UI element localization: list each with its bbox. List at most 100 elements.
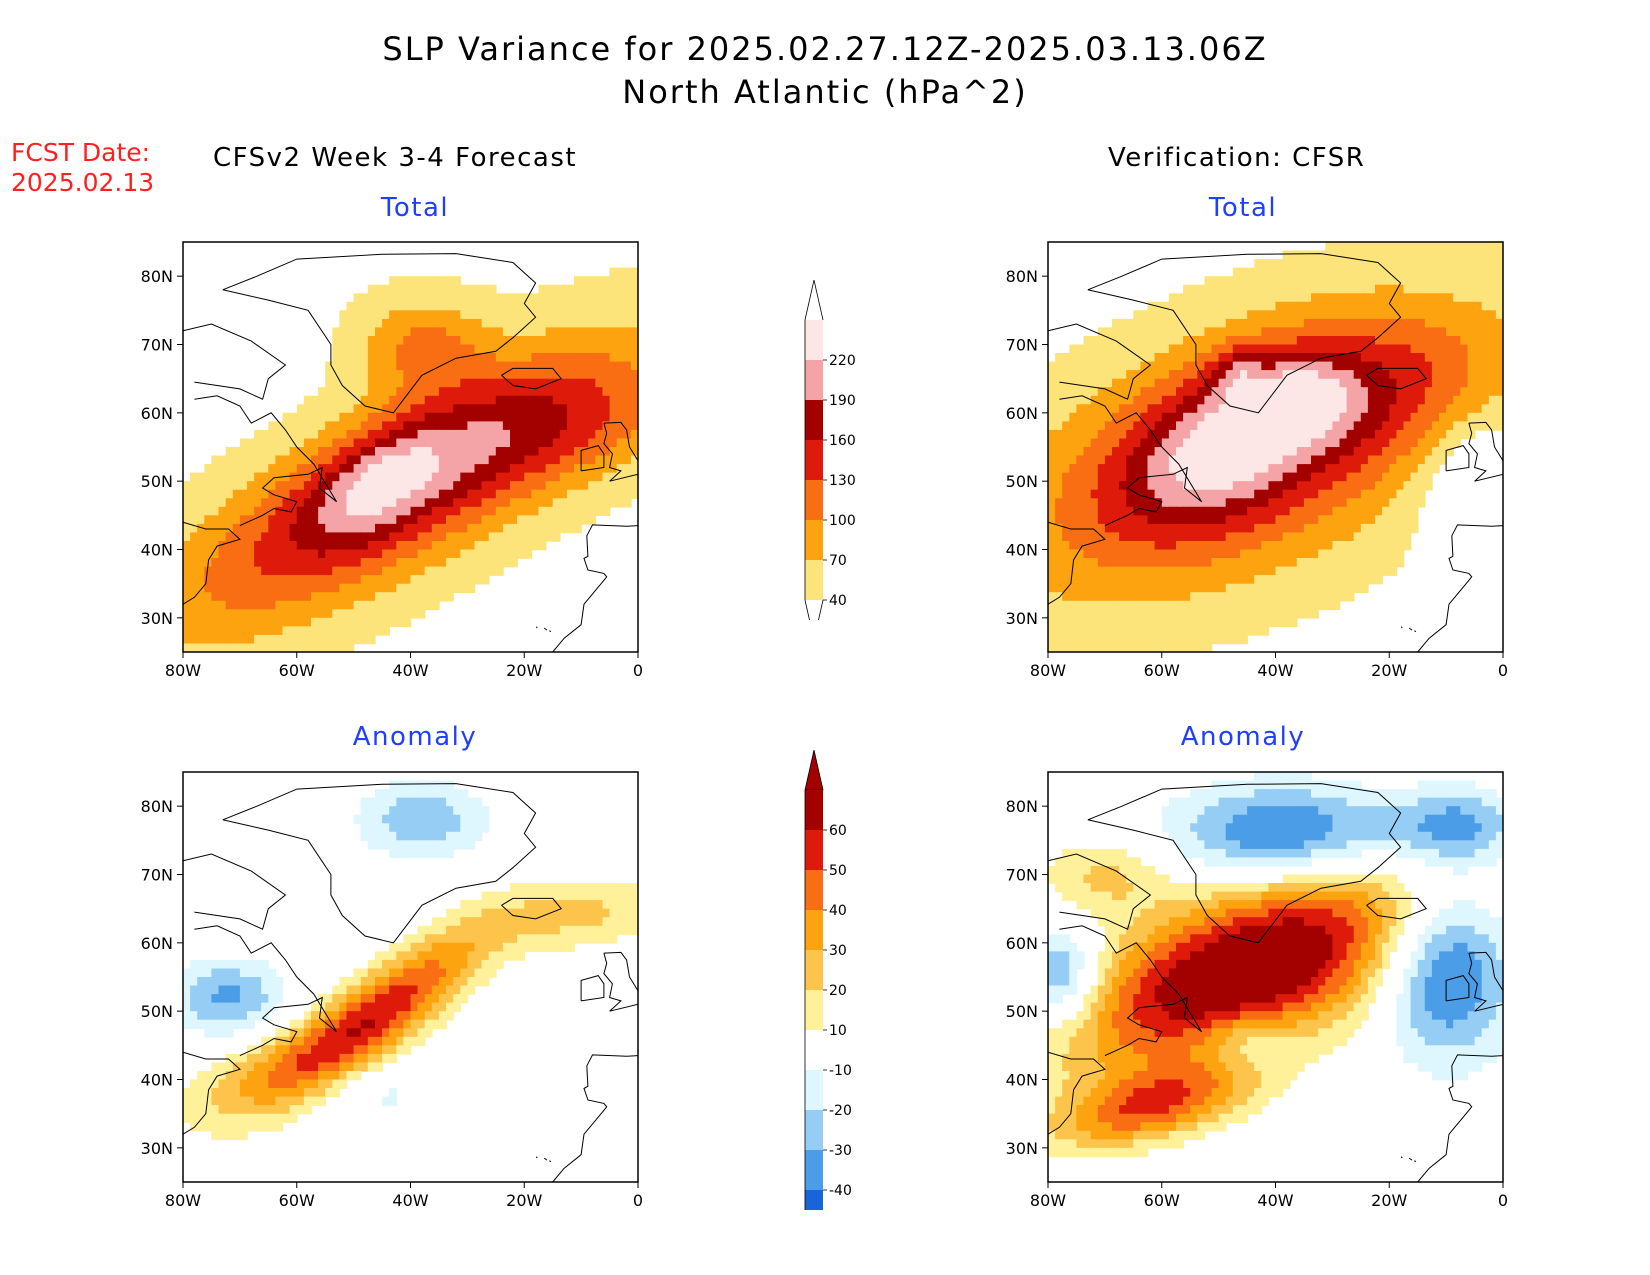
lat-tick-label: 70N [141, 336, 173, 355]
lat-tick-label: 80N [141, 267, 173, 286]
colorbar-swatch [805, 480, 823, 520]
colorbar-label: -30 [829, 1143, 852, 1159]
forecast-anomaly-shading [183, 780, 638, 1141]
colorbar-label: 70 [829, 553, 847, 569]
lon-tick-label: 60W [1144, 661, 1180, 680]
lon-tick-label: 20W [1371, 1191, 1407, 1210]
lat-tick-label: 40N [1006, 1071, 1038, 1090]
colorbar-label: 40 [829, 593, 847, 609]
lon-tick-label: 0 [1498, 1191, 1508, 1210]
lon-tick-label: 40W [1257, 1191, 1293, 1210]
lon-tick-label: 80W [165, 661, 201, 680]
colorbar-label: 30 [829, 943, 847, 959]
verification-anomaly-map: 80N 70N 60N 50N 40N 30N 80W 60W 40W 20W 0 [1006, 771, 1508, 1210]
lat-tick-label: 30N [1006, 609, 1038, 628]
lat-tick-label: 50N [1006, 472, 1038, 491]
colorbar-label: 60 [829, 823, 847, 839]
lat-tick-label: 40N [1006, 541, 1038, 560]
lon-tick-label: 40W [392, 1191, 428, 1210]
verification-total-shading [1048, 242, 1503, 652]
lat-tick-label: 40N [141, 541, 173, 560]
forecast-total-map: 80N 70N 60N 50N 40N 30N 80W 60W 40W 20W 0 [141, 241, 643, 680]
colorbar-label: -20 [829, 1103, 852, 1119]
lon-tick-label: 20W [506, 1191, 542, 1210]
lon-tick-label: 20W [1371, 661, 1407, 680]
forecast-anomaly-map: 80N 70N 60N 50N 40N 30N 80W 60W 40W 20W 0 [141, 771, 643, 1210]
lon-tick-label: 40W [392, 661, 428, 680]
lon-tick-label: 80W [1030, 1191, 1066, 1210]
panel-title-verification-total: Total [1208, 193, 1278, 223]
lat-tick-label: 60N [141, 404, 173, 423]
colorbar-swatch [805, 1110, 823, 1150]
colorbar-swatch [805, 440, 823, 480]
lon-tick-label: 80W [165, 1191, 201, 1210]
lat-tick-label: 50N [141, 472, 173, 491]
colorbar-swatch [805, 560, 823, 600]
forecast-date-value: 2025.02.13 [11, 168, 155, 197]
verification-anomaly-shading [1048, 772, 1503, 1158]
lon-tick-label: 40W [1257, 661, 1293, 680]
anomaly-colorbar: 60 50 40 30 20 10 -10 -20 -30 -40 [804, 750, 852, 1210]
lon-tick-label: 80W [1030, 661, 1066, 680]
lat-tick-label: 70N [1006, 866, 1038, 885]
lat-tick-label: 30N [141, 1139, 173, 1158]
verification-total-coastlines [1048, 253, 1503, 652]
left-column-header: CFSv2 Week 3-4 Forecast [213, 143, 578, 173]
colorbar-label: -40 [829, 1183, 852, 1199]
colorbar-swatch [805, 520, 823, 560]
lon-tick-label: 60W [1144, 1191, 1180, 1210]
lon-tick-label: 0 [633, 1191, 643, 1210]
colorbar-swatch [805, 790, 823, 830]
lat-tick-label: 30N [1006, 1139, 1038, 1158]
lat-tick-label: 60N [141, 934, 173, 953]
panel-title-forecast-anomaly: Anomaly [352, 722, 478, 752]
colorbar-label: 220 [829, 353, 856, 369]
lat-tick-label: 30N [141, 609, 173, 628]
colorbar-label: 50 [829, 863, 847, 879]
colorbar-label: 190 [829, 393, 856, 409]
lat-tick-label: 60N [1006, 404, 1038, 423]
lon-tick-label: 60W [279, 1191, 315, 1210]
panel-title-verification-anomaly: Anomaly [1180, 722, 1306, 752]
colorbar-label: 10 [829, 1023, 847, 1039]
colorbar-swatch [805, 360, 823, 400]
panel-title-forecast-total: Total [380, 193, 450, 223]
lon-tick-label: 0 [1498, 661, 1508, 680]
colorbar-label: 40 [829, 903, 847, 919]
colorbar-top-arrow [804, 750, 824, 791]
lat-tick-label: 70N [1006, 336, 1038, 355]
colorbar-swatch [805, 1070, 823, 1110]
colorbar-swatch [805, 830, 823, 870]
main-subtitle: North Atlantic (hPa^2) [622, 73, 1028, 111]
verification-anomaly-coastlines [1048, 783, 1503, 1182]
colorbar-label: -10 [829, 1063, 852, 1079]
verification-total-map: 80N 70N 60N 50N 40N 30N 80W 60W 40W 20W 0 [1006, 241, 1508, 680]
forecast-total-shading [183, 267, 638, 652]
lat-tick-label: 80N [141, 797, 173, 816]
lon-tick-label: 0 [633, 661, 643, 680]
colorbar-label: 160 [829, 433, 856, 449]
lat-tick-label: 50N [141, 1002, 173, 1021]
colorbar-swatch [805, 1030, 823, 1070]
main-title: SLP Variance for 2025.02.27.12Z-2025.03.… [382, 30, 1268, 68]
lat-tick-label: 50N [1006, 1002, 1038, 1021]
lon-tick-label: 20W [506, 661, 542, 680]
lat-tick-label: 40N [141, 1071, 173, 1090]
colorbar-swatch [805, 950, 823, 990]
colorbar-swatch [805, 400, 823, 440]
lat-tick-label: 60N [1006, 934, 1038, 953]
lon-tick-label: 60W [279, 661, 315, 680]
colorbar-swatch [805, 910, 823, 950]
forecast-date-label: FCST Date: [11, 138, 151, 167]
lat-tick-label: 80N [1006, 267, 1038, 286]
forecast-anomaly-coastlines [183, 783, 638, 1182]
colorbar-swatch [805, 870, 823, 910]
colorbar-label: 20 [829, 983, 847, 999]
colorbar-swatch [805, 320, 823, 360]
lat-tick-label: 70N [141, 866, 173, 885]
lat-tick-label: 80N [1006, 797, 1038, 816]
right-column-header: Verification: CFSR [1108, 143, 1366, 173]
colorbar-label: 100 [829, 513, 856, 529]
colorbar-swatch [805, 1150, 823, 1190]
forecast-total-coastlines [183, 253, 638, 652]
